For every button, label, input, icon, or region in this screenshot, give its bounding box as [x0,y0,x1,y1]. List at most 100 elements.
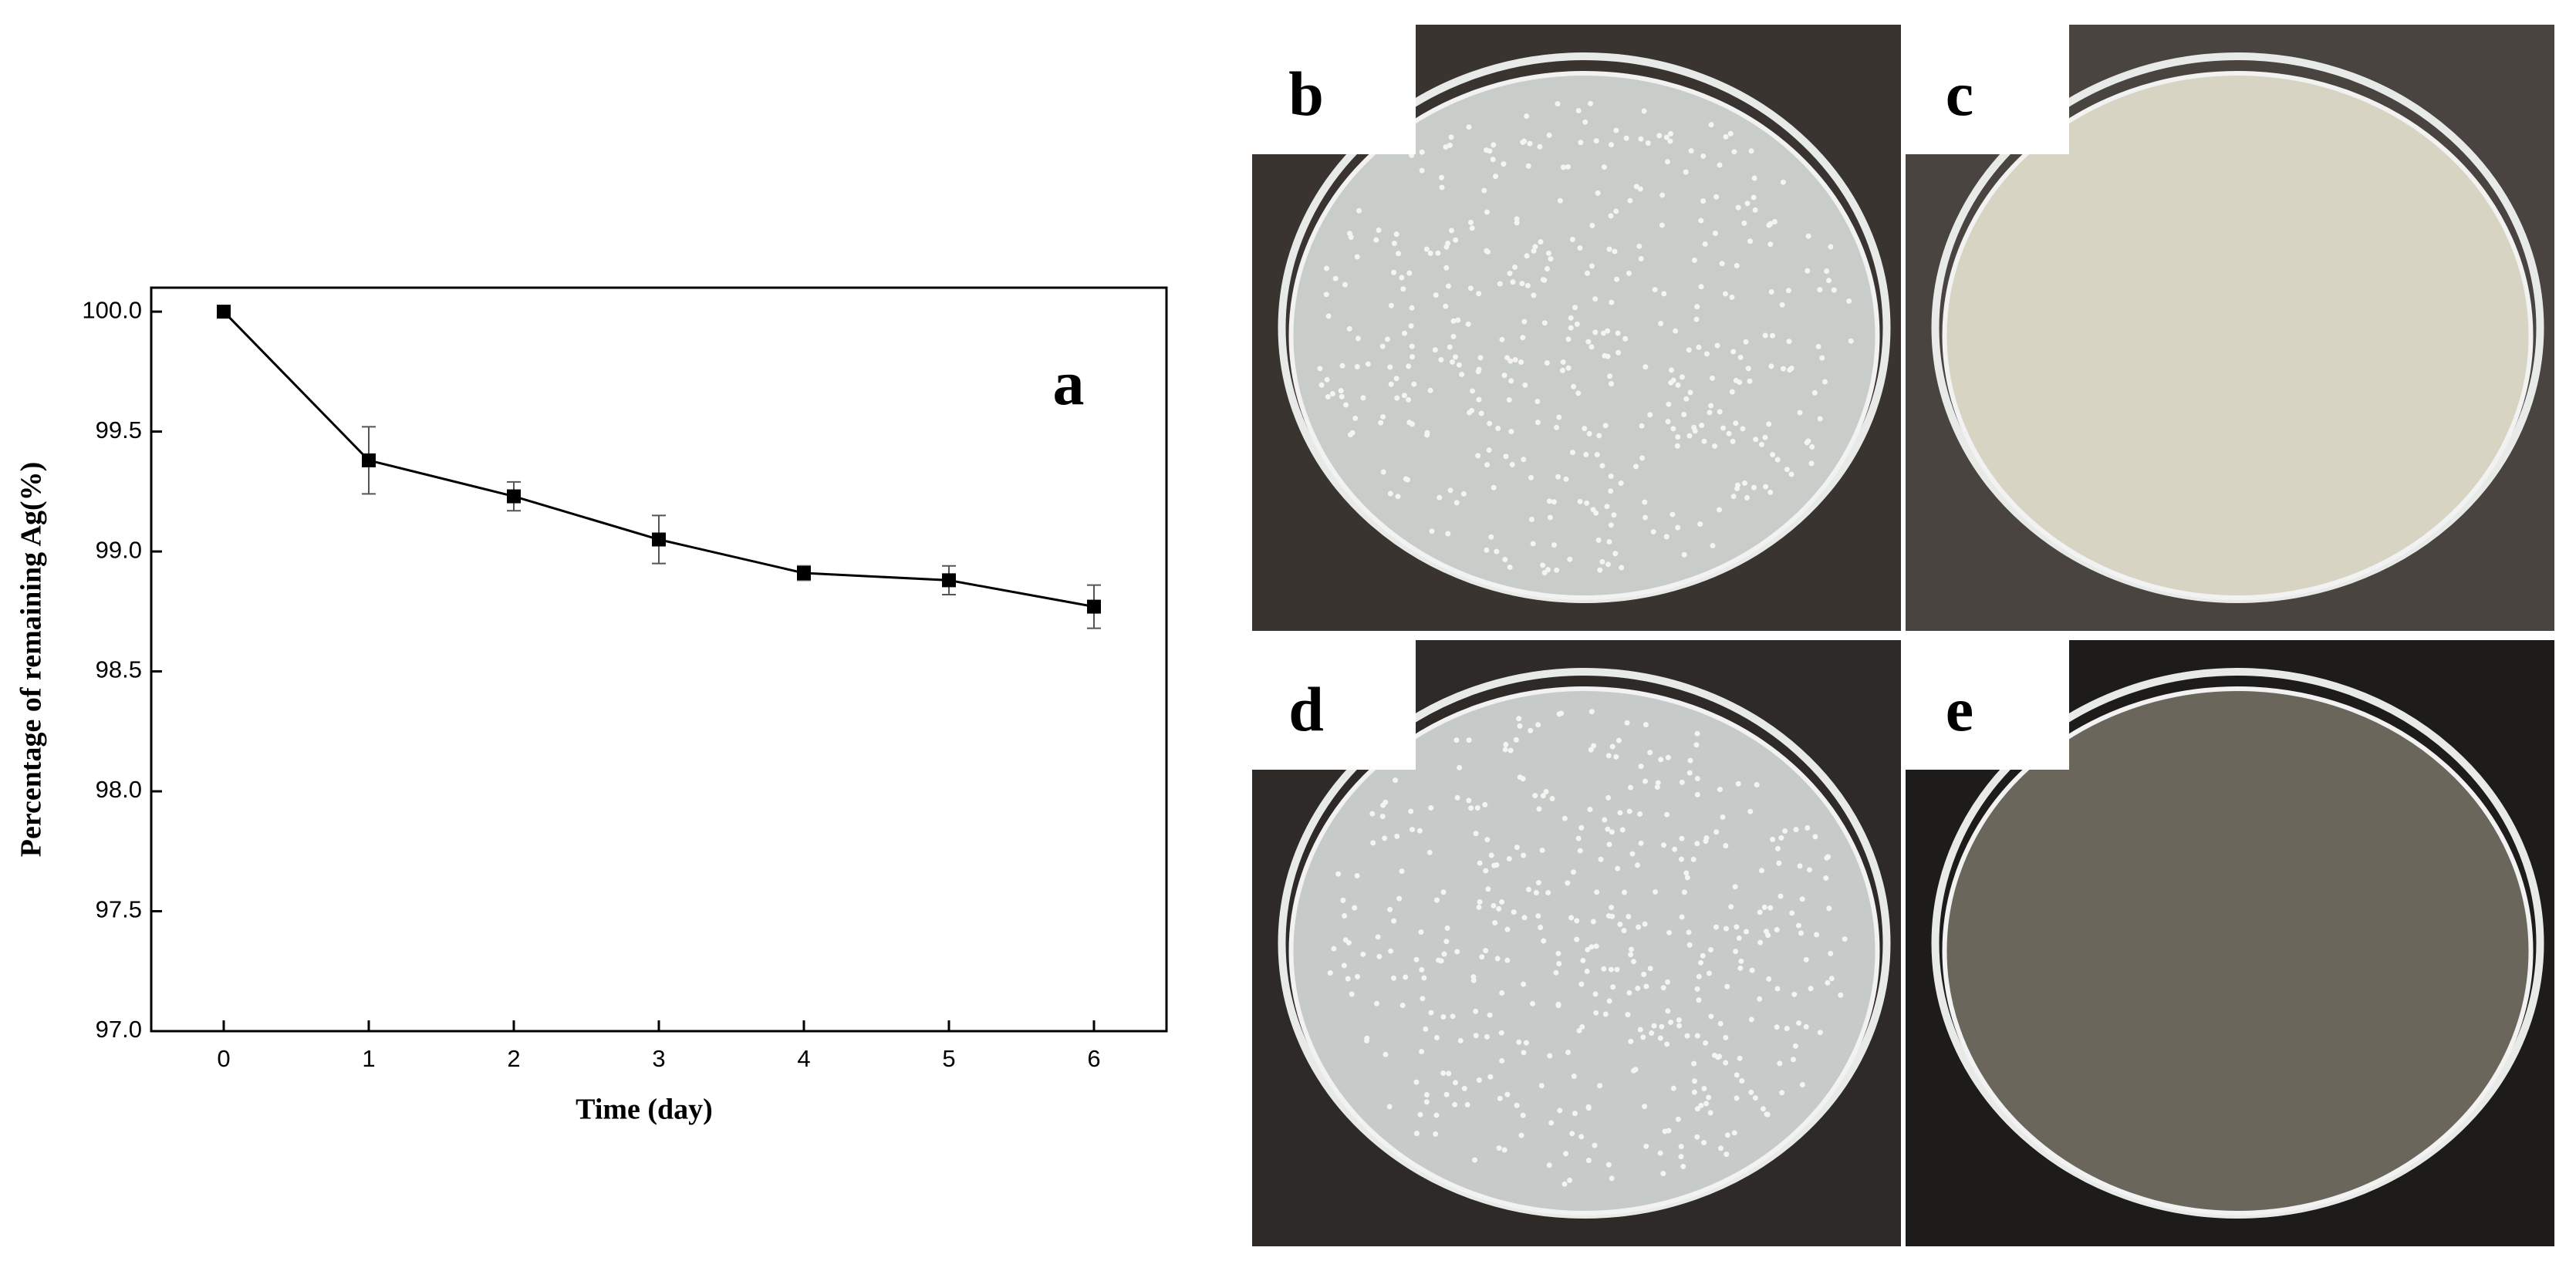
colony [1781,366,1787,372]
colony [1502,747,1508,753]
colony [1665,979,1671,985]
colony [1737,1055,1743,1061]
colony [1588,344,1595,350]
colony [1611,512,1617,518]
colony [1659,222,1665,228]
colony [1582,119,1588,125]
colony [1808,986,1814,992]
colony [1424,430,1430,436]
colony [1808,460,1815,467]
colony [1508,378,1514,384]
colony [1767,489,1774,495]
colony [1642,1104,1648,1110]
colony [1408,808,1414,814]
colony [1719,261,1725,267]
colony [1629,851,1636,857]
colony [1548,1120,1555,1126]
colony [1637,1027,1643,1033]
colony [1486,447,1492,453]
colony [1615,737,1622,743]
colony [1593,943,1599,949]
colony [1698,959,1704,966]
colony [1748,148,1754,154]
colony [1812,834,1818,840]
colony [1634,862,1640,868]
colony [1501,161,1507,167]
colony [1597,567,1603,573]
colony [1427,387,1433,393]
colony [1602,423,1609,429]
colony [1531,292,1537,298]
colony [1626,808,1632,814]
colony [1744,494,1751,501]
panel-label: b [1288,59,1324,129]
colony [1776,860,1782,866]
colony [1354,254,1360,260]
colony [1717,787,1723,793]
y-tick-label: 98.5 [96,656,142,683]
colony [1426,849,1433,855]
colony [1743,339,1749,345]
colony [1659,192,1666,198]
colony [1643,983,1649,989]
colony [1712,443,1718,449]
colony [1737,354,1744,360]
colony [1748,1016,1754,1023]
colony [1647,412,1653,418]
colony [1691,424,1697,430]
colony [1404,477,1410,483]
colony [1419,149,1425,155]
colony [1660,842,1666,848]
colony [1432,347,1438,353]
y-tick-label: 97.0 [96,1016,142,1043]
colony [1565,1050,1572,1056]
colony [1544,360,1550,366]
colony [1379,343,1386,349]
colony [1826,905,1832,912]
colony [1789,910,1795,916]
colony [1707,946,1713,952]
colony [1561,1181,1568,1187]
colony [1613,753,1619,760]
colony [1531,248,1537,254]
colony [1846,298,1852,304]
colony [1774,927,1780,933]
colony [1517,723,1523,729]
colony [1828,950,1834,956]
colony [1696,344,1702,350]
colony [1817,287,1823,293]
colony [1419,966,1425,973]
colony [1633,184,1639,190]
colony [1537,143,1543,150]
colony [1411,381,1417,387]
colony [1683,870,1690,876]
colony [1496,905,1502,912]
colony [1536,806,1542,812]
colony [1757,996,1763,1002]
colony [1691,1060,1697,1067]
colony [1514,216,1520,222]
colony [1642,364,1649,370]
colony [1701,1085,1707,1091]
colony [1433,1131,1439,1137]
colony [1796,1020,1802,1027]
colony [1749,967,1755,973]
colony [1770,332,1776,339]
colony [1828,976,1835,982]
colony [1815,343,1821,349]
colony [1494,861,1500,868]
colony [1627,784,1633,791]
colony [1453,500,1460,506]
colony [1609,142,1615,148]
colony [1567,1177,1573,1183]
colony [1694,730,1700,737]
colony [1547,514,1553,521]
colony [1374,1000,1380,1006]
colony [1492,174,1498,180]
colony [1523,1040,1529,1046]
colony [1521,852,1527,858]
colony [1535,913,1541,919]
colony [1409,421,1415,427]
colony [1757,909,1763,915]
colony [1516,1039,1522,1045]
